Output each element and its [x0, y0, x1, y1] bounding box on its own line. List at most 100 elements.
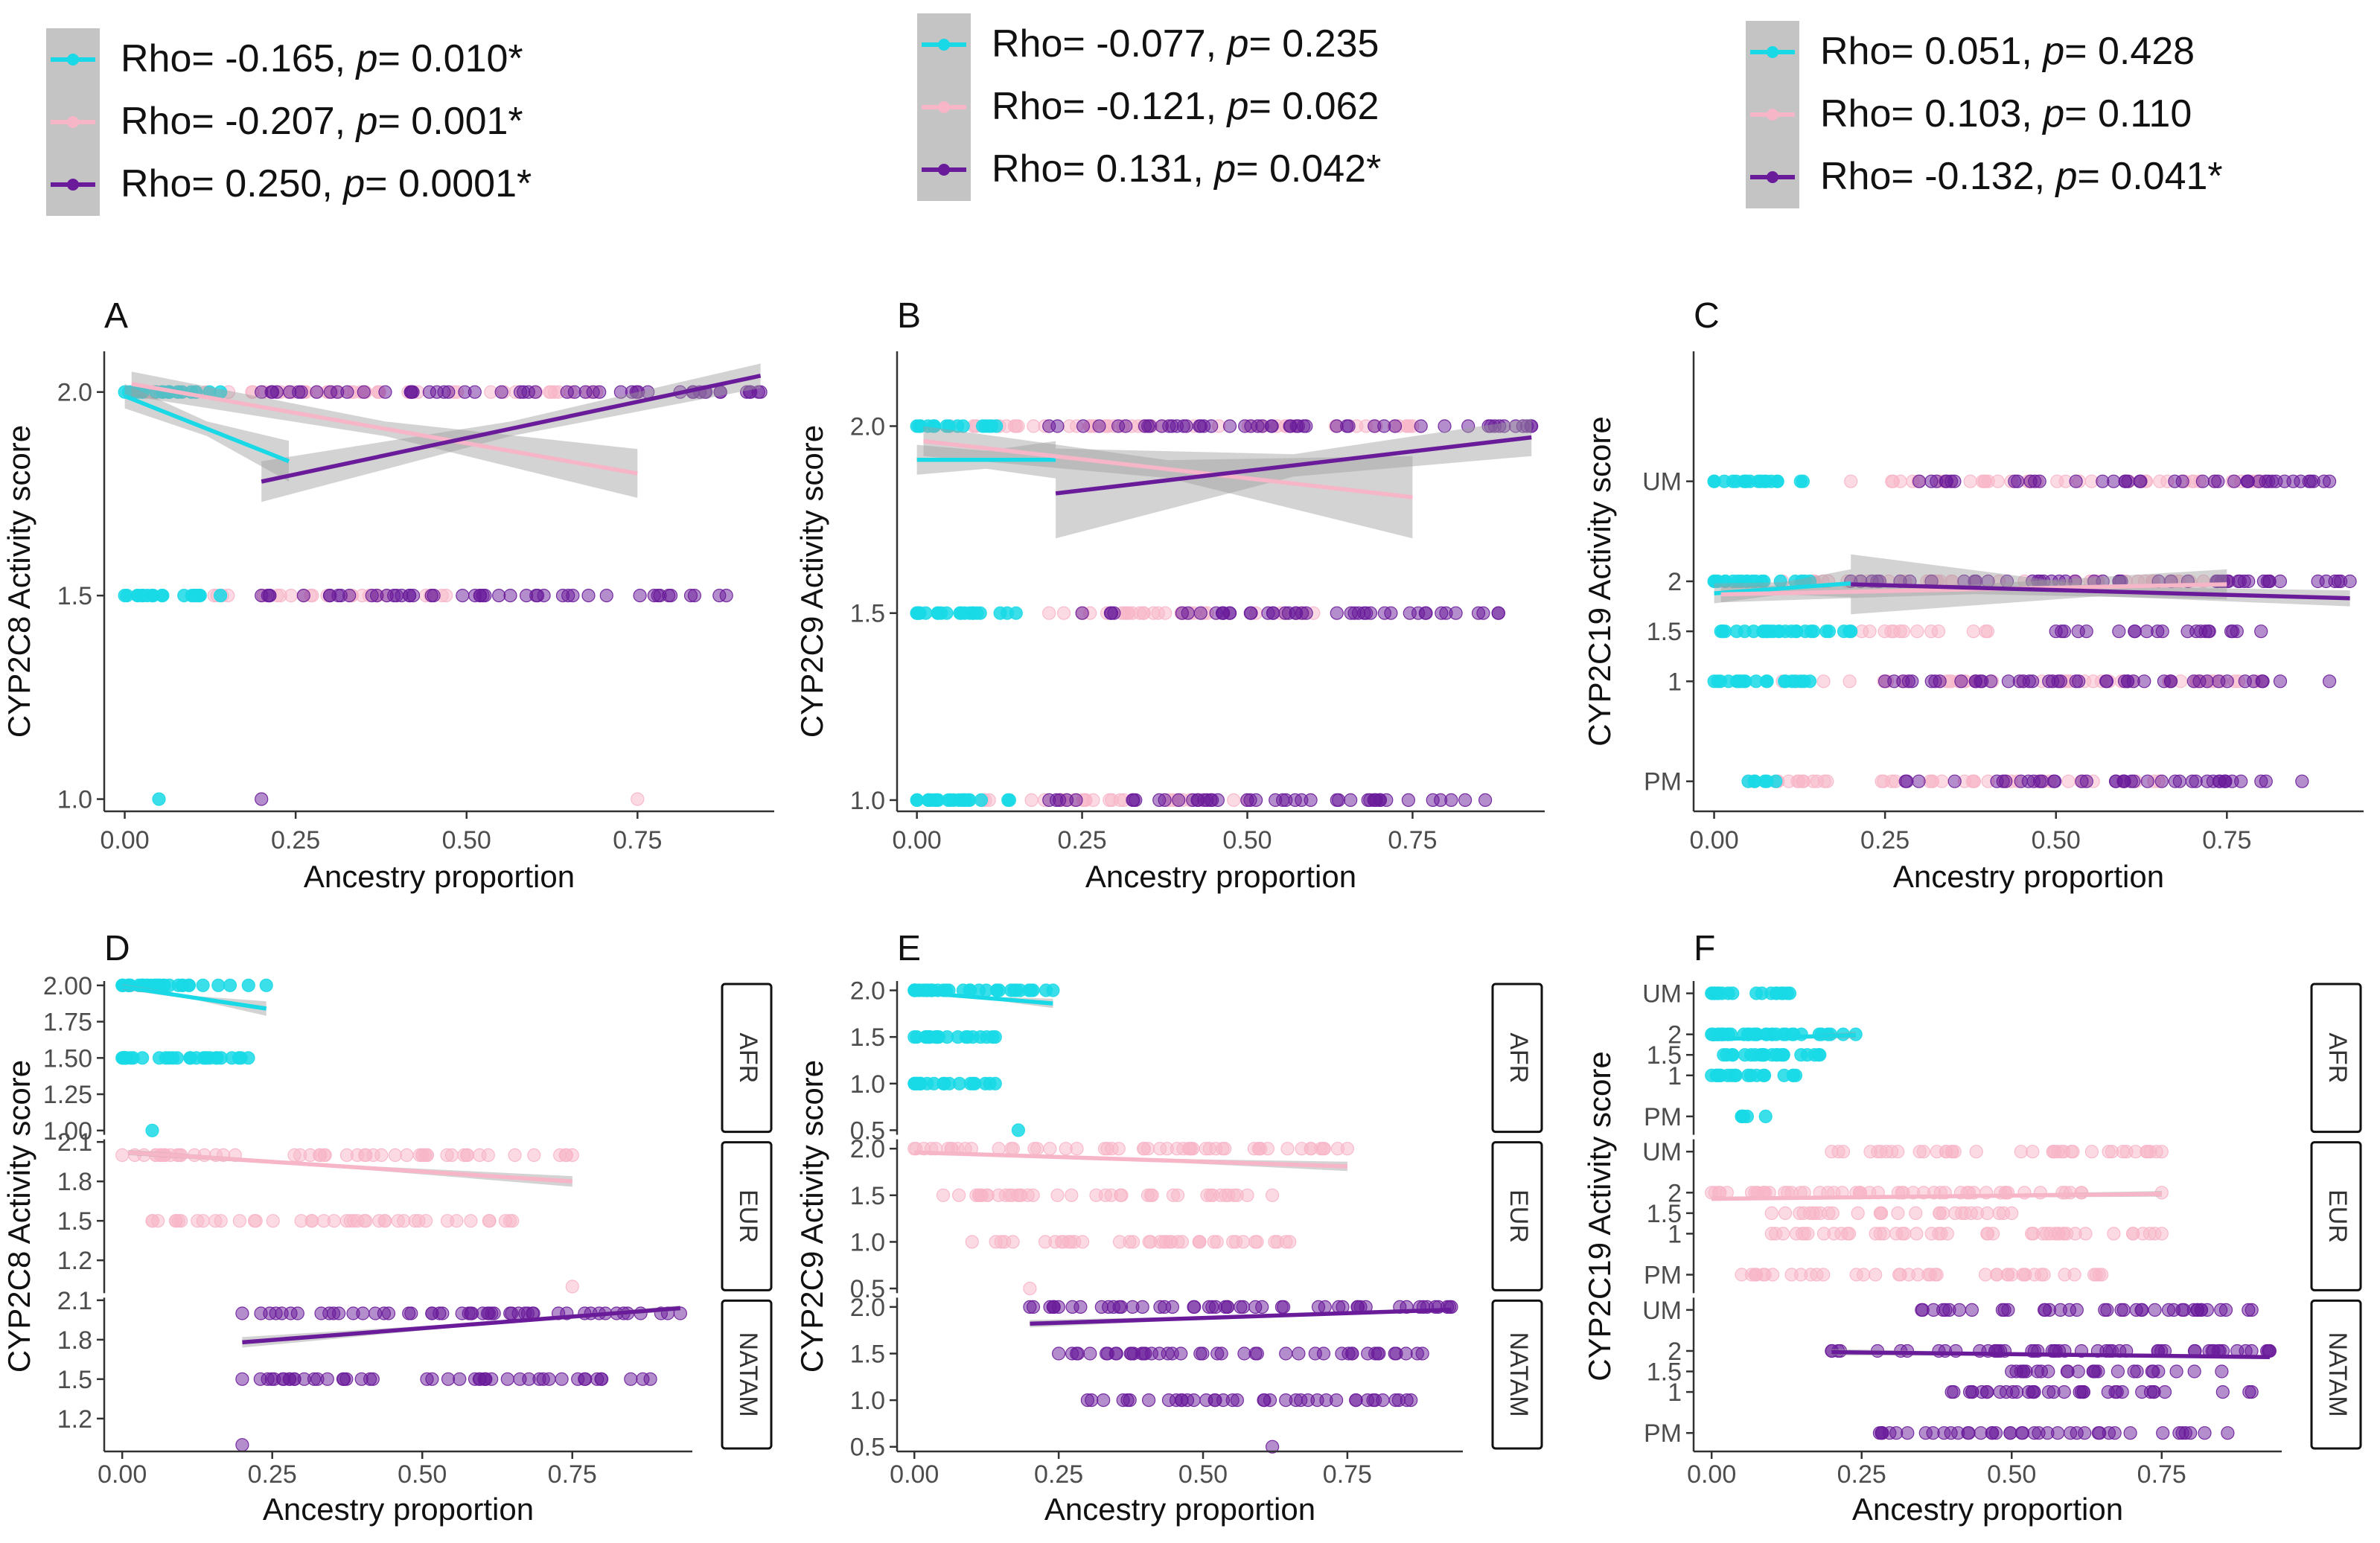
data-point	[1967, 774, 1981, 788]
legend-entry-p-symbol: p	[2041, 92, 2064, 135]
data-point	[1916, 1145, 1930, 1159]
data-point	[528, 385, 543, 399]
data-point	[2273, 574, 2287, 589]
data-point	[1216, 606, 1231, 620]
data-point	[928, 1030, 943, 1044]
x-tick-label: 0.00	[1687, 1460, 1736, 1489]
data-point	[318, 1148, 332, 1163]
trend-line-natam	[1055, 435, 1532, 496]
data-point	[2001, 674, 2015, 689]
x-axis-title: Ancestry proportion	[1852, 1492, 2123, 1527]
data-point	[542, 1372, 556, 1386]
data-point	[2098, 1303, 2112, 1317]
data-point	[2140, 774, 2154, 788]
data-point	[1986, 1227, 2000, 1241]
data-point	[1054, 1235, 1069, 1249]
data-point	[2260, 574, 2274, 589]
trend-line-afr	[1714, 581, 1851, 595]
data-point	[1810, 1268, 1824, 1282]
data-point	[1193, 419, 1208, 433]
data-point	[2026, 1145, 2040, 1159]
data-point	[1071, 1346, 1085, 1361]
x-tick-label: 0.75	[2202, 826, 2251, 854]
data-point	[1172, 793, 1186, 808]
x-tick-label: 0.50	[442, 826, 491, 854]
data-point	[1225, 1393, 1240, 1408]
data-point	[522, 1372, 536, 1386]
data-point	[1255, 1300, 1269, 1314]
data-point	[151, 1214, 165, 1228]
data-point	[2008, 474, 2022, 488]
data-point	[965, 1235, 979, 1249]
data-point	[1886, 474, 1900, 488]
data-point	[1790, 624, 1804, 639]
data-point	[1974, 1426, 1988, 1440]
x-tick-label: 0.75	[1323, 1460, 1372, 1489]
data-point	[2014, 1145, 2028, 1159]
data-point	[1038, 1235, 1053, 1249]
data-point	[2093, 1426, 2107, 1440]
data-point	[465, 1306, 479, 1320]
legend-key-point	[1767, 46, 1778, 58]
data-point	[2095, 1268, 2109, 1282]
data-point	[988, 1030, 1002, 1044]
data-point	[1910, 624, 1924, 639]
data-point	[951, 1030, 965, 1044]
data-point	[578, 1372, 592, 1386]
legend-entry-rho: Rho= 0.051,	[1820, 30, 2043, 73]
data-point	[1027, 419, 1041, 433]
confidence-band-natam	[1851, 554, 2350, 615]
trend-line-eur	[128, 1150, 572, 1183]
data-point	[232, 1214, 246, 1228]
y-tick-label: 2.0	[850, 1135, 885, 1163]
legend-key-point	[1767, 109, 1778, 121]
data-point	[1963, 474, 1977, 488]
data-point	[1426, 793, 1440, 808]
data-point	[1952, 1303, 1967, 1317]
data-point	[939, 606, 954, 620]
data-point	[1193, 1346, 1207, 1361]
data-point	[2256, 674, 2270, 689]
data-point	[2241, 474, 2255, 488]
data-point	[440, 1214, 455, 1228]
data-point	[1414, 419, 1428, 433]
data-point	[1844, 474, 1858, 488]
data-point	[2003, 1426, 2017, 1440]
data-point	[1813, 1048, 1827, 1062]
data-point	[1222, 419, 1237, 433]
legend-entry-p-value: = 0.062	[1248, 85, 1379, 128]
legend-entry-p-symbol: p	[1226, 85, 1249, 128]
y-tick-label: 1.0	[850, 1070, 885, 1099]
legend-entry-label: Rho= 0.250, p= 0.0001*	[121, 162, 532, 205]
legend-entry-p-value: = 0.042*	[1236, 147, 1381, 191]
data-point	[1737, 474, 1751, 488]
data-point	[1388, 1346, 1402, 1361]
data-point	[2295, 774, 2309, 788]
data-point	[2116, 774, 2131, 788]
data-point	[1010, 1188, 1025, 1202]
data-point	[1187, 1300, 1201, 1314]
facet-natam: 0.5 1.0 1.5 2.0 NATAM	[850, 1294, 1543, 1462]
data-point	[1361, 1346, 1375, 1361]
data-point	[1794, 1048, 1808, 1062]
data-point	[1280, 1142, 1295, 1156]
data-point	[1085, 1393, 1099, 1408]
data-point	[1011, 1123, 1026, 1137]
data-point	[2084, 1145, 2099, 1159]
data-point	[2215, 1364, 2229, 1379]
data-point	[2051, 1426, 2065, 1440]
legend-entry-rho: Rho= -0.077,	[992, 22, 1228, 66]
data-point	[254, 1306, 268, 1320]
data-point	[1076, 419, 1091, 433]
data-point	[1774, 1048, 1788, 1062]
legend-entry-p-value: = 0.0001*	[365, 162, 532, 205]
data-point	[1980, 1206, 1994, 1221]
data-point	[404, 1306, 418, 1320]
y-tick-label: 0.5	[850, 1434, 885, 1462]
data-point	[2064, 1145, 2078, 1159]
data-point	[1796, 474, 1810, 488]
data-point	[1097, 1393, 1111, 1408]
x-tick-label: 0.75	[613, 826, 662, 854]
